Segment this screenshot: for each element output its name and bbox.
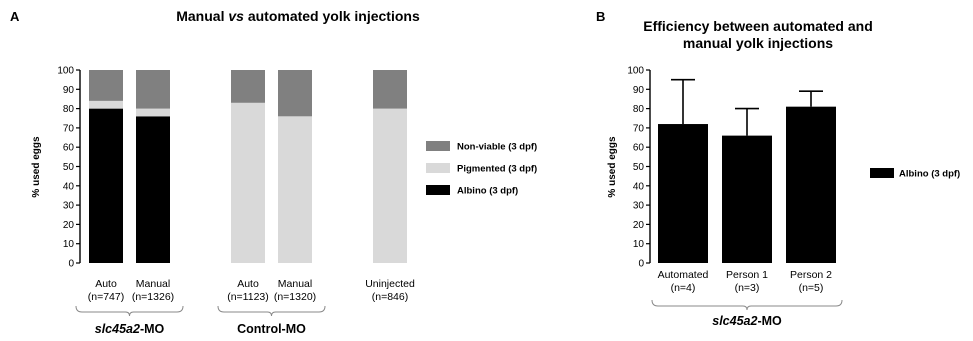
panel-a-legend-swatch-1 (426, 163, 450, 173)
panel-a-bar-0-seg-0 (89, 108, 123, 263)
panel-a-title-part-2: automated yolk injections (244, 8, 420, 24)
panel-b-y-tick-label-7: 70 (633, 123, 645, 134)
panel-a-y-tick-label-3: 30 (63, 201, 75, 212)
panel-a-y-tick-label-4: 40 (63, 181, 75, 192)
panel-a-y-axis-label: % used eggs (31, 136, 42, 198)
panel-b-bar-2 (786, 106, 836, 263)
panel-a-bar-1-seg-2 (136, 70, 170, 109)
panel-b-group-brace-0 (651, 299, 843, 311)
panel-b-y-tick-label-0: 0 (638, 259, 644, 270)
panel-a-category-label-0: Auto (95, 278, 117, 290)
panel-a-y-tick-label-0: 0 (68, 259, 74, 270)
panel-a-legend-swatch-2 (426, 141, 450, 151)
panel-a-y-tick-label-9: 90 (63, 85, 75, 96)
panel-a-category-label-3: Manual (278, 278, 312, 290)
panel-b-y-tick-label-1: 10 (633, 239, 645, 250)
panel-a-y-tick-label-5: 50 (63, 162, 75, 173)
panel-a-title-part-1: Manual (176, 8, 228, 24)
panel-a-title-italic: vs (228, 8, 244, 24)
panel-b-category-label-2: Person 2 (790, 269, 832, 281)
panel-b-bar-1 (722, 135, 772, 263)
panel-a-bar-1-seg-1 (136, 108, 170, 117)
panel-b-bar-0 (658, 124, 708, 263)
panel-a-title: Manual vs automated yolk injections (176, 8, 420, 24)
panel-a-group-label-0-italic: slc45a2 (95, 322, 140, 336)
panel-a-bar-2-seg-2 (231, 70, 265, 103)
panel-a-legend-label-2: Non-viable (3 dpf) (457, 142, 537, 153)
panel-a-group-label-1-rest: Control-MO (237, 322, 306, 336)
panel-b-category-sublabel-2: (n=5) (799, 282, 824, 294)
panel-a-bar-1-seg-0 (136, 116, 170, 263)
panel-b-y-tick-label-3: 30 (633, 201, 645, 212)
panel-a-legend-label-0: Albino (3 dpf) (457, 186, 518, 197)
panel-a-bar-3-seg-2 (278, 70, 312, 117)
panel-b-y-tick-label-6: 60 (633, 143, 645, 154)
panel-a-legend-swatch-0 (426, 185, 450, 195)
panel-b-title-line-2: manual yolk injections (683, 35, 833, 51)
panel-b-group-label-0-rest: -MO (757, 314, 782, 328)
panel-a-bar-0-seg-1 (89, 100, 123, 109)
panel-a-category-sublabel-0: (n=747) (88, 291, 124, 303)
panel-a-y-tick-label-7: 70 (63, 123, 75, 134)
panel-a-legend-label-1: Pigmented (3 dpf) (457, 164, 537, 175)
panel-b-category-sublabel-0: (n=4) (671, 282, 696, 294)
panel-b-y-axis-label: % used eggs (607, 136, 618, 198)
panel-b-group-label-0-italic: slc45a2 (712, 314, 757, 328)
panel-a-category-sublabel-4: (n=846) (372, 291, 408, 303)
panel-b-group-label-0: slc45a2-MO (712, 314, 782, 328)
panel-b-y-tick-label-10: 100 (627, 66, 644, 77)
panel-b-letter: B (596, 9, 605, 24)
panel-a-y-tick-label-8: 80 (63, 104, 75, 115)
panel-a-group-label-1: Control-MO (237, 322, 306, 336)
panel-a-category-sublabel-2: (n=1123) (227, 291, 269, 303)
panel-a-category-label-1: Manual (136, 278, 170, 290)
panel-a-category-sublabel-1: (n=1326) (132, 291, 174, 303)
panel-b-category-label-0: Automated (658, 269, 709, 281)
chart-a: 0102030405060708090100Auto(n=747)Manual(… (57, 66, 537, 337)
panel-b-legend-swatch-0 (870, 168, 894, 178)
panel-b-title-line-1: Efficiency between automated and (643, 18, 873, 34)
panel-a-bar-4-seg-2 (373, 70, 407, 109)
panel-a-y-tick-label-1: 10 (63, 239, 75, 250)
panel-b-y-tick-label-9: 90 (633, 85, 645, 96)
panel-a-group-brace-1 (217, 305, 326, 317)
panel-a-group-brace-0 (75, 305, 184, 317)
panel-a-category-sublabel-3: (n=1320) (274, 291, 316, 303)
panel-b-category-sublabel-1: (n=3) (735, 282, 760, 294)
panel-b-y-tick-label-2: 20 (633, 220, 645, 231)
panel-a-bar-2-seg-1 (231, 102, 265, 263)
panel-a-category-label-2: Auto (237, 278, 259, 290)
panel-a-group-label-0-rest: -MO (140, 322, 165, 336)
panel-a-group-label-0: slc45a2-MO (95, 322, 165, 336)
panel-a-bar-4-seg-1 (373, 108, 407, 263)
panel-a-letter: A (10, 9, 20, 24)
panel-b-category-label-1: Person 1 (726, 269, 768, 281)
panel-b-y-tick-label-5: 50 (633, 162, 645, 173)
chart-b: 0 10 20 30 40 50 60 70 80 90 100 Automated(n=4) Pers… (627, 66, 960, 329)
panel-a-y-tick-label-6: 60 (63, 143, 75, 154)
panel-a-y-tick-label-10: 100 (57, 66, 74, 77)
panel-b-y-tick-label-4: 40 (633, 181, 645, 192)
panel-a-category-label-4: Uninjected (365, 278, 415, 290)
panel-a-bar-0-seg-2 (89, 70, 123, 101)
panel-a-y-tick-label-2: 20 (63, 220, 75, 231)
panel-a-bar-3-seg-1 (278, 116, 312, 263)
panel-b-y-tick-label-8: 80 (633, 104, 645, 115)
panel-b-legend-label-0: Albino (3 dpf) (899, 169, 960, 180)
